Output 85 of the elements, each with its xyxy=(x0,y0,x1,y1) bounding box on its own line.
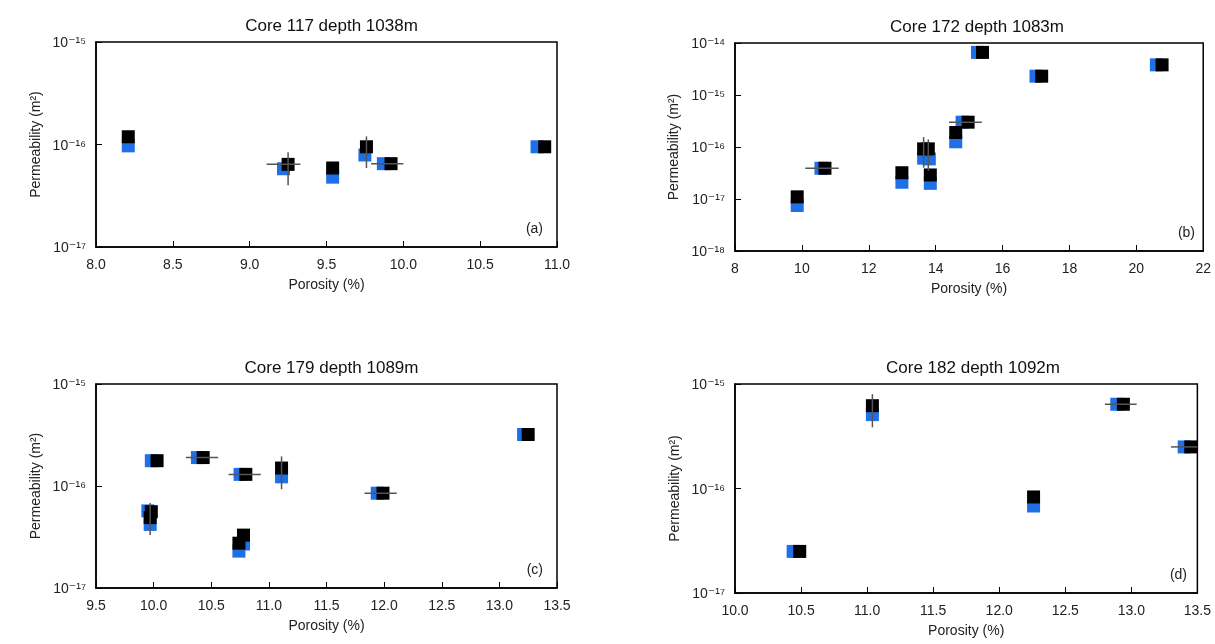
x-tick-label: 10.0 xyxy=(140,597,168,613)
y-tick-label: 10⁻¹⁷ xyxy=(53,239,86,255)
x-tick-label: 12.5 xyxy=(1051,602,1080,618)
point xyxy=(121,130,135,144)
annotation: (b) xyxy=(1177,224,1196,240)
point xyxy=(975,45,989,59)
x-tick-label: 10.0 xyxy=(389,256,418,272)
y-tick-label: 10⁻¹⁵ xyxy=(691,376,725,392)
x-axis-title: Porosity (%) xyxy=(928,622,1005,638)
x-tick-label: 13.5 xyxy=(1183,602,1212,618)
x-tick-label: 10 xyxy=(794,260,810,276)
y-tick-label: 10⁻¹⁵ xyxy=(52,376,86,392)
x-tick-label: 11.0 xyxy=(854,602,881,618)
y-axis-title: Permeability (m²) xyxy=(665,435,682,542)
point xyxy=(865,399,879,413)
x-tick-label: 8.5 xyxy=(163,256,183,272)
point xyxy=(1027,490,1041,504)
point xyxy=(793,544,807,558)
point xyxy=(384,157,398,171)
y-axis-title: Permeability (m²) xyxy=(665,93,682,201)
y-tick-label: 10⁻¹⁶ xyxy=(52,136,86,153)
chart-title: Core 172 depth 1083m xyxy=(890,17,1064,36)
point xyxy=(923,168,937,182)
point xyxy=(239,467,253,481)
point xyxy=(1035,69,1049,83)
x-tick-label: 9.5 xyxy=(316,256,337,272)
y-axis-title: Permeability (m²) xyxy=(26,91,43,198)
x-tick-label: 10.5 xyxy=(197,597,226,613)
x-tick-label: 18 xyxy=(1061,260,1078,276)
x-tick-label: 20 xyxy=(1128,260,1145,276)
y-tick-label: 10⁻¹⁸ xyxy=(691,243,726,259)
x-axis-title: Porosity (%) xyxy=(288,617,365,633)
point xyxy=(538,140,552,154)
x-tick-label: 11.0 xyxy=(255,597,283,613)
x-tick-label: 16 xyxy=(994,260,1011,276)
x-tick-label: 12.0 xyxy=(985,602,1014,618)
annotation: (d) xyxy=(1169,566,1188,582)
chart-title: Core 179 depth 1089m xyxy=(244,358,419,377)
chart-title: Core 117 depth 1038m xyxy=(245,16,418,35)
annotation: (c) xyxy=(526,561,543,577)
x-tick-label: 12.0 xyxy=(370,597,398,613)
x-axis-title: Porosity (%) xyxy=(288,276,365,292)
y-tick-label: 10⁻¹⁷ xyxy=(692,191,725,207)
y-tick-label: 10⁻¹⁶ xyxy=(691,480,725,497)
point xyxy=(1155,58,1169,72)
x-tick-label: 11.5 xyxy=(313,597,340,613)
x-tick-label: 10.5 xyxy=(466,256,494,272)
y-axis-title: Permeability (m²) xyxy=(26,432,43,540)
x-tick-label: 14 xyxy=(927,260,944,276)
y-tick-label: 10⁻¹⁷ xyxy=(53,580,86,596)
point xyxy=(949,126,963,139)
x-tick-label: 10.0 xyxy=(721,602,749,618)
x-tick-label: 9.0 xyxy=(239,256,260,272)
y-tick-label: 10⁻¹⁵ xyxy=(691,87,725,103)
x-tick-label: 13.0 xyxy=(1117,602,1146,618)
point xyxy=(326,161,340,175)
point xyxy=(196,451,210,465)
annotation: (a) xyxy=(525,220,544,236)
chart-title: Core 182 depth 1092m xyxy=(886,358,1060,377)
x-tick-label: 8.0 xyxy=(86,256,106,272)
x-tick-label: 11.5 xyxy=(920,602,947,618)
point xyxy=(237,528,251,542)
point xyxy=(150,454,164,468)
y-tick-label: 10⁻¹⁵ xyxy=(52,34,86,50)
y-tick-label: 10⁻¹⁶ xyxy=(691,139,725,155)
point xyxy=(790,190,804,204)
x-tick-label: 12.5 xyxy=(428,597,456,613)
x-tick-label: 13.0 xyxy=(485,597,514,613)
point xyxy=(1116,397,1130,411)
y-tick-label: 10⁻¹⁷ xyxy=(692,585,725,601)
x-axis-title: Porosity (%) xyxy=(930,280,1008,296)
point xyxy=(818,161,832,175)
point xyxy=(895,166,909,180)
x-tick-label: 13.5 xyxy=(543,597,571,613)
point xyxy=(359,140,373,154)
x-tick-label: 12 xyxy=(860,260,877,276)
x-tick-label: 11.0 xyxy=(543,256,571,272)
y-tick-label: 10⁻¹⁶ xyxy=(52,478,86,494)
x-tick-label: 22 xyxy=(1195,260,1212,276)
y-tick-label: 10⁻¹⁴ xyxy=(691,35,725,51)
point xyxy=(521,427,535,441)
x-tick-label: 8 xyxy=(731,260,740,276)
point xyxy=(275,461,289,475)
x-tick-label: 10.5 xyxy=(787,602,815,618)
x-tick-label: 9.5 xyxy=(86,597,106,613)
